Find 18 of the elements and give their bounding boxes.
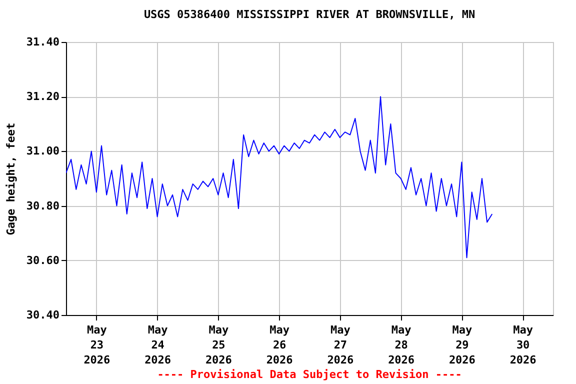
y-tick-label: 30.80 (26, 199, 60, 212)
x-tick-label: May 28 2026 (388, 324, 415, 366)
line-series (66, 96, 493, 258)
x-tick-label: May 30 2026 (510, 324, 537, 366)
chart-title: USGS 05386400 MISSISSIPPI RIVER AT BROWNSVILLE, MN (144, 8, 476, 21)
y-tick-label: 30.40 (26, 308, 60, 322)
y-axis-title: Gage height, feet (4, 122, 18, 236)
x-tick-label: May 29 2026 (448, 324, 476, 366)
y-tick-label: 31.20 (26, 90, 60, 104)
y-tick-label: 30.60 (26, 254, 60, 267)
text: ---- Provisional Data Subject to Revision ---- (157, 368, 462, 381)
x-tick-label: May 24 2026 (144, 324, 172, 366)
y-tick-label: 31.40 (26, 36, 60, 48)
x-tick-label: May 26 2026 (266, 324, 294, 366)
x-tick-label: May 27 2026 (327, 324, 354, 366)
y-tick-label: 31.00 (26, 144, 60, 158)
x-tick-label: May 25 2026 (205, 324, 232, 366)
x-tick-label: May 23 2026 (84, 324, 111, 366)
